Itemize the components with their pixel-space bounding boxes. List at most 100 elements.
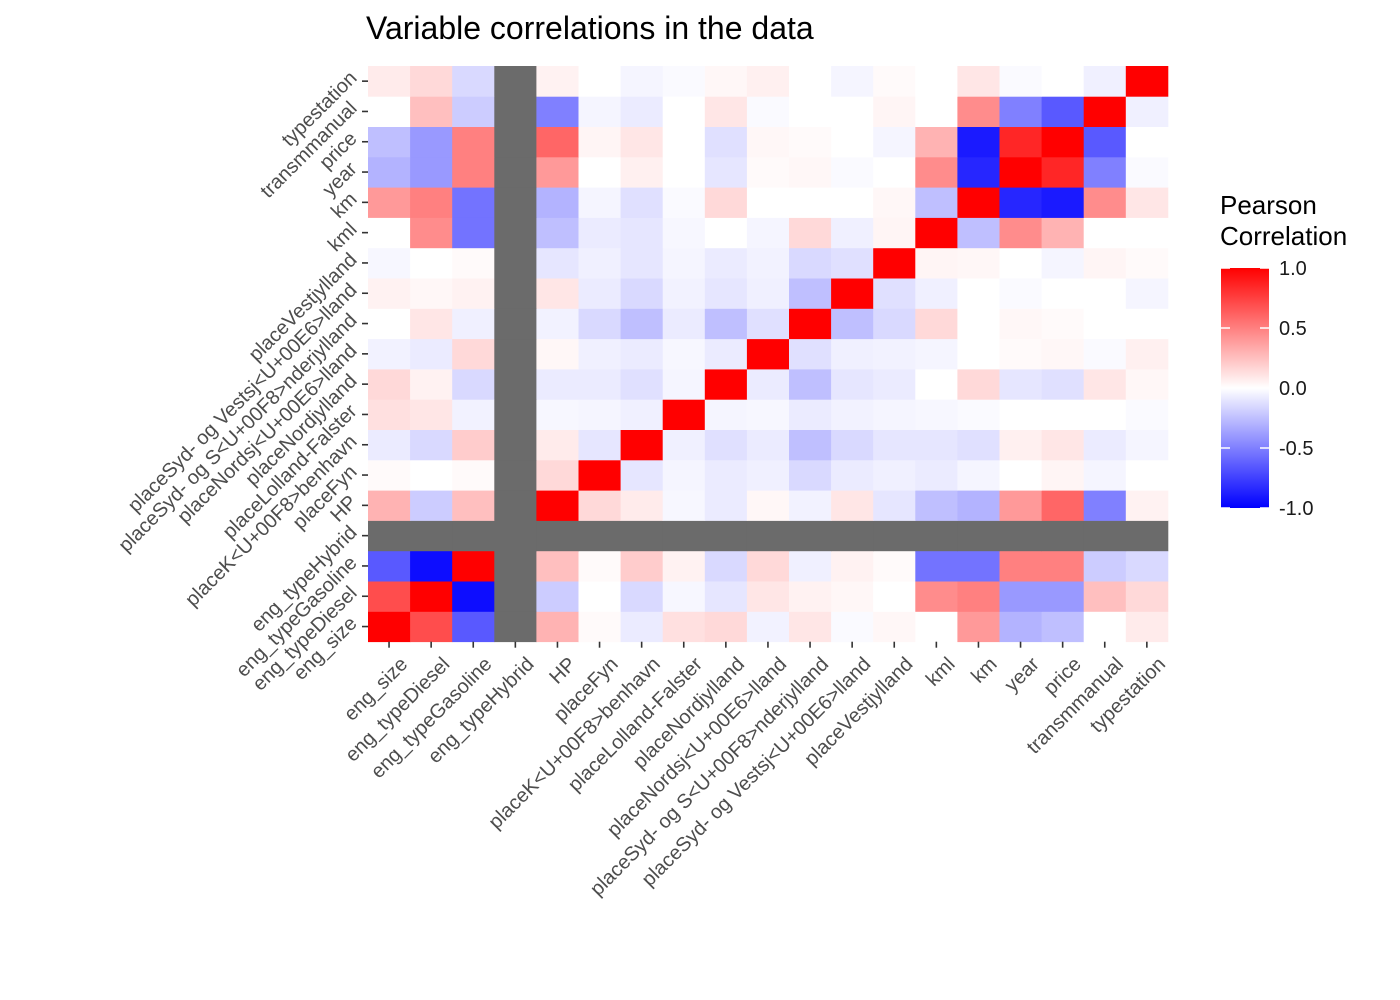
legend-tick-label: 1.0 bbox=[1279, 258, 1307, 280]
legend-tick-label: 0.5 bbox=[1279, 318, 1307, 340]
heatmap-cell bbox=[1083, 520, 1127, 552]
heatmap-cell bbox=[620, 217, 664, 249]
heatmap-cell bbox=[789, 338, 832, 370]
heatmap-cell bbox=[494, 459, 537, 491]
heatmap-cell bbox=[1125, 520, 1169, 552]
heatmap-cell bbox=[368, 187, 411, 218]
heatmap-cell bbox=[1083, 96, 1127, 127]
y-axis: eng_sizeeng_typeDieseleng_typeGasolineen… bbox=[114, 67, 368, 695]
heatmap-cell bbox=[452, 96, 495, 127]
heatmap-cell bbox=[831, 126, 874, 158]
heatmap-cell bbox=[494, 338, 537, 370]
heatmap-cell bbox=[578, 96, 621, 127]
heatmap-cell bbox=[452, 217, 495, 249]
heatmap-cell bbox=[1125, 369, 1169, 400]
heatmap-cell bbox=[957, 126, 1000, 158]
heatmap-cell bbox=[746, 490, 790, 521]
heatmap-cell bbox=[620, 429, 664, 461]
heatmap-cell bbox=[704, 156, 748, 188]
heatmap-cell bbox=[368, 308, 411, 340]
heatmap-cell bbox=[873, 369, 916, 400]
heatmap-cell bbox=[578, 126, 621, 158]
heatmap-cell bbox=[578, 611, 621, 643]
heatmap-cell bbox=[915, 581, 958, 612]
heatmap-cell bbox=[494, 581, 537, 612]
heatmap-cell bbox=[999, 187, 1042, 218]
heatmap-cell bbox=[915, 308, 958, 340]
heatmap-cell bbox=[368, 278, 411, 309]
heatmap-cell bbox=[662, 217, 706, 249]
heatmap-cell bbox=[873, 126, 916, 158]
heatmap-cell bbox=[999, 96, 1042, 127]
heatmap-cell bbox=[704, 429, 748, 461]
heatmap-cell bbox=[452, 550, 495, 582]
heatmap-cell bbox=[620, 550, 664, 582]
heatmap-cell bbox=[1083, 369, 1127, 400]
heatmap-cell bbox=[789, 217, 832, 249]
heatmap-cell bbox=[536, 278, 579, 309]
heatmap-cell bbox=[662, 399, 706, 430]
heatmap-cell bbox=[746, 459, 790, 491]
heatmap-cell bbox=[704, 338, 748, 370]
heatmap-cell bbox=[662, 126, 706, 158]
heatmap-cell bbox=[746, 217, 790, 249]
heatmap-cell bbox=[536, 66, 579, 97]
heatmap-cell bbox=[915, 399, 958, 430]
heatmap-cell bbox=[578, 520, 621, 552]
heatmap-cell bbox=[368, 156, 411, 188]
heatmap-cell bbox=[368, 429, 411, 461]
heatmap-cell bbox=[873, 217, 916, 249]
heatmap-cell bbox=[746, 278, 790, 309]
heatmap-cell bbox=[536, 96, 579, 127]
heatmap-cell bbox=[831, 187, 874, 218]
heatmap-cell bbox=[620, 247, 664, 279]
heatmap-cell bbox=[452, 126, 495, 158]
heatmap-cell bbox=[957, 247, 1000, 279]
heatmap-cell bbox=[368, 247, 411, 279]
heatmap-cell bbox=[1125, 429, 1169, 461]
heatmap-cell bbox=[873, 96, 916, 127]
x-tick-label: year bbox=[1001, 653, 1044, 696]
heatmap-cell bbox=[662, 187, 706, 218]
heatmap-cell bbox=[1083, 459, 1127, 491]
heatmap-cell bbox=[1041, 399, 1085, 430]
heatmap-cell bbox=[662, 550, 706, 582]
heatmap-cell bbox=[662, 429, 706, 461]
heatmap-cell bbox=[831, 520, 874, 552]
heatmap-cell bbox=[578, 217, 621, 249]
heatmap-cell bbox=[620, 369, 664, 400]
heatmap-cell bbox=[452, 490, 495, 521]
legend-title-line2: Correlation bbox=[1220, 221, 1348, 251]
heatmap-cell bbox=[410, 490, 453, 521]
heatmap-cell bbox=[831, 66, 874, 97]
heatmap-cell bbox=[1041, 156, 1085, 188]
heatmap-cell bbox=[620, 399, 664, 430]
y-tick-label: kml bbox=[324, 219, 362, 257]
heatmap-cell bbox=[704, 490, 748, 521]
heatmap-cell bbox=[368, 490, 411, 521]
legend-title: Pearson Correlation bbox=[1220, 190, 1347, 252]
heatmap-cell bbox=[704, 459, 748, 491]
heatmap-cell bbox=[410, 66, 453, 97]
heatmap-cell bbox=[957, 96, 1000, 127]
heatmap-cell bbox=[1083, 399, 1127, 430]
heatmap-cell bbox=[704, 550, 748, 582]
heatmap-cell bbox=[410, 338, 453, 370]
heatmap-cell bbox=[1125, 550, 1169, 582]
heatmap-cell bbox=[957, 550, 1000, 582]
heatmap-cell bbox=[999, 369, 1042, 400]
heatmap-cell bbox=[1041, 369, 1085, 400]
heatmap-cell bbox=[1083, 66, 1127, 97]
heatmap-cell bbox=[452, 247, 495, 279]
heatmap-cell bbox=[620, 581, 664, 612]
heatmap-cell bbox=[536, 217, 579, 249]
heatmap-cell bbox=[746, 550, 790, 582]
heatmap-cell bbox=[873, 308, 916, 340]
heatmap-cell bbox=[410, 399, 453, 430]
heatmap-cell bbox=[368, 581, 411, 612]
heatmap-cell bbox=[1125, 308, 1169, 340]
heatmap-cell bbox=[999, 611, 1042, 643]
x-axis: eng_sizeeng_typeDieseleng_typeGasolineen… bbox=[340, 641, 1170, 900]
heatmap-cell bbox=[1083, 126, 1127, 158]
